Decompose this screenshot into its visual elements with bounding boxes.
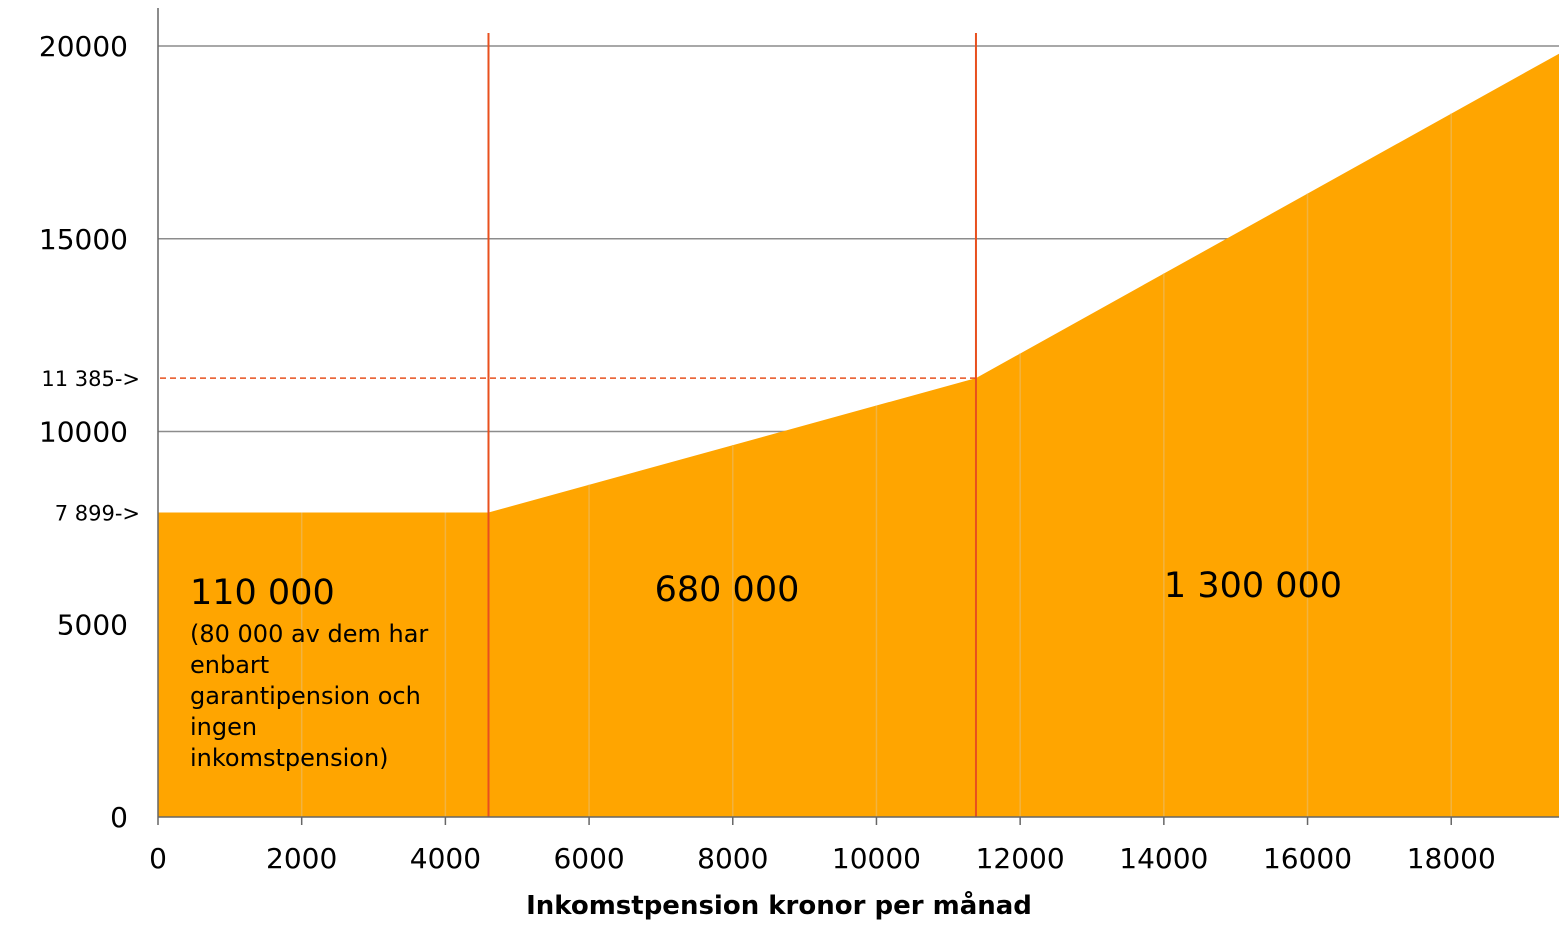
x-tick-label-8000: 8000 <box>697 842 768 875</box>
x-tick-labels: 0 2000 4000 6000 8000 10000 12000 14000 16000 180… <box>149 842 1496 875</box>
x-tick-label-14000: 14000 <box>1119 842 1208 875</box>
segment-note-line: (80 000 av dem har <box>190 620 428 648</box>
segment-note-low: (80 000 av dem har enbart garantipension o… <box>190 620 428 772</box>
x-tick-label-0: 0 <box>149 842 167 875</box>
x-tick-label-12000: 12000 <box>976 842 1065 875</box>
x-tick-label-2000: 2000 <box>266 842 337 875</box>
segment-note-line: garantipension och <box>190 682 421 710</box>
segment-count-high: 1 300 000 <box>1164 566 1342 606</box>
segment-count-mid: 680 000 <box>655 570 800 610</box>
segment-note-line: ingen <box>190 713 257 741</box>
area-band-lines <box>300 113 1452 817</box>
x-axis-label: Inkomstpension kronor per månad <box>526 889 1032 921</box>
y-markers: 11 385-> 7 899-> <box>41 367 976 525</box>
segment-note-line: enbart <box>190 651 269 679</box>
x-tick-label-6000: 6000 <box>553 842 624 875</box>
y-tick-label-15000: 15000 <box>39 223 128 256</box>
threshold-lines <box>487 33 977 817</box>
x-tick-label-10000: 10000 <box>832 842 921 875</box>
y-tick-label-10000: 10000 <box>39 416 128 449</box>
segment-note-line: inkomstpension) <box>190 744 389 772</box>
x-tick-label-16000: 16000 <box>1263 842 1352 875</box>
area-series <box>158 53 1559 817</box>
y-tick-label-0: 0 <box>110 801 128 834</box>
x-tick-label-18000: 18000 <box>1407 842 1496 875</box>
segment-count-low: 110 000 <box>190 573 335 613</box>
y-tick-labels: 0 5000 10000 15000 20000 <box>39 30 128 834</box>
y-marker-label-1: 7 899-> <box>55 501 140 525</box>
axes <box>157 8 1559 825</box>
y-marker-label-0: 11 385-> <box>41 367 140 391</box>
y-tick-label-20000: 20000 <box>39 30 128 63</box>
y-tick-label-5000: 5000 <box>57 608 128 641</box>
x-tick-label-4000: 4000 <box>410 842 481 875</box>
